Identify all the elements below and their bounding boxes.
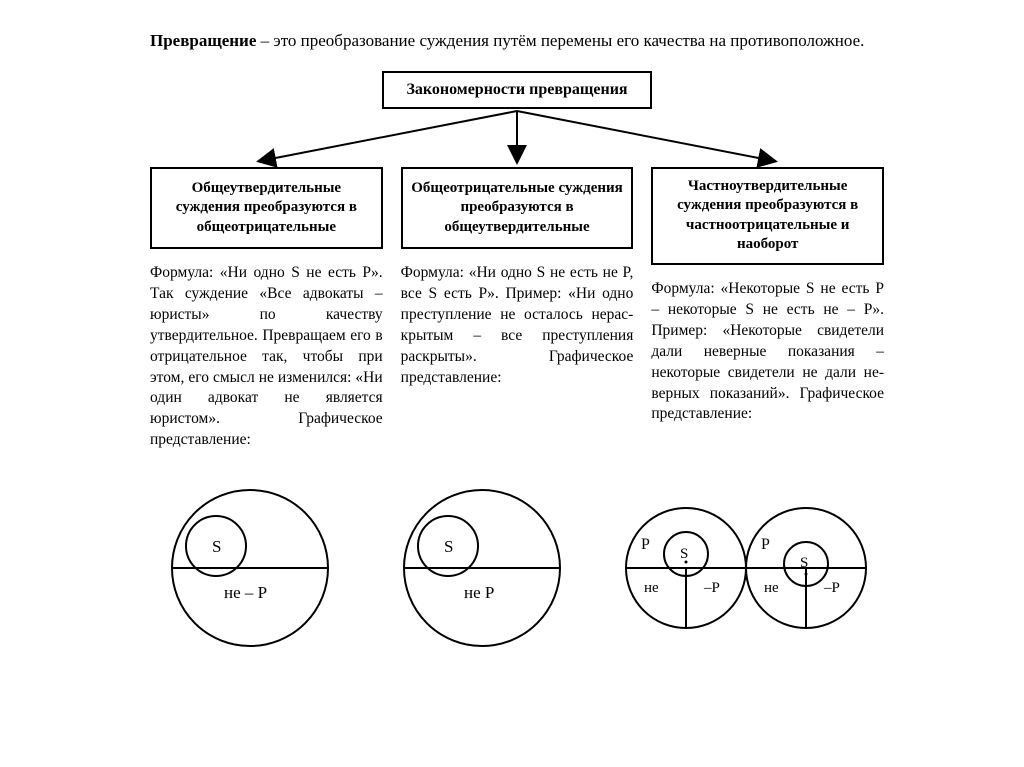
d3l-label-p: P bbox=[641, 536, 650, 553]
top-box-wrap: Закономерности превращения bbox=[150, 71, 884, 109]
column-2: Общеотрицательные суждения преобразуются… bbox=[401, 167, 634, 451]
d2-label-bottom: не P bbox=[464, 583, 494, 602]
top-rule-box: Закономерности превращения bbox=[382, 71, 651, 109]
definition-term: Превращение bbox=[150, 31, 256, 50]
d3l-label-s: S bbox=[680, 546, 688, 562]
column-2-box: Общеотрицательные суждения преобразуются… bbox=[401, 167, 634, 249]
column-1-text: Формула: «Ни одно S не есть P». Так сужд… bbox=[150, 263, 383, 451]
d3r-label-p: P bbox=[761, 536, 770, 553]
column-2-text: Формула: «Ни одно S не есть не P, все S … bbox=[401, 263, 634, 389]
venn-diagram-1: S не – P bbox=[150, 483, 350, 653]
column-3-box: Частноутвердительные суждения преобразую… bbox=[651, 167, 884, 265]
d3l-label-mp: –P bbox=[703, 580, 720, 596]
definition-block: Превращение – это преобразование суждени… bbox=[150, 30, 884, 53]
d3l-label-ne: не bbox=[644, 580, 659, 596]
venn-diagram-2: S не P bbox=[382, 483, 582, 653]
venn-diagram-3: P S не –P P S не –P bbox=[614, 483, 884, 653]
definition-rest: – это преобразование суждения путём пере… bbox=[256, 31, 864, 50]
arrow-zone bbox=[150, 109, 884, 167]
column-3-text: Формула: «Некоторые S не есть P – некото… bbox=[651, 279, 884, 425]
column-3: Частноутвердительные суждения преобразую… bbox=[651, 167, 884, 451]
diagrams-row: S не – P S не P P S bbox=[150, 483, 884, 653]
d2-label-s: S bbox=[444, 537, 453, 556]
d3r-label-ne: не bbox=[764, 580, 779, 596]
three-columns: Общеутвердительные суждения преобразуютс… bbox=[150, 167, 884, 451]
column-1: Общеутвердительные суждения преобразуютс… bbox=[150, 167, 383, 451]
branch-arrows-svg bbox=[150, 109, 884, 167]
d3r-label-mp: –P bbox=[823, 580, 840, 596]
column-1-box: Общеутвердительные суждения преобразуютс… bbox=[150, 167, 383, 249]
d3r-label-s: S bbox=[800, 555, 808, 571]
page-root: Превращение – это преобразование суждени… bbox=[0, 0, 1024, 653]
d1-label-bottom: не – P bbox=[224, 583, 267, 602]
d1-label-s: S bbox=[212, 537, 221, 556]
